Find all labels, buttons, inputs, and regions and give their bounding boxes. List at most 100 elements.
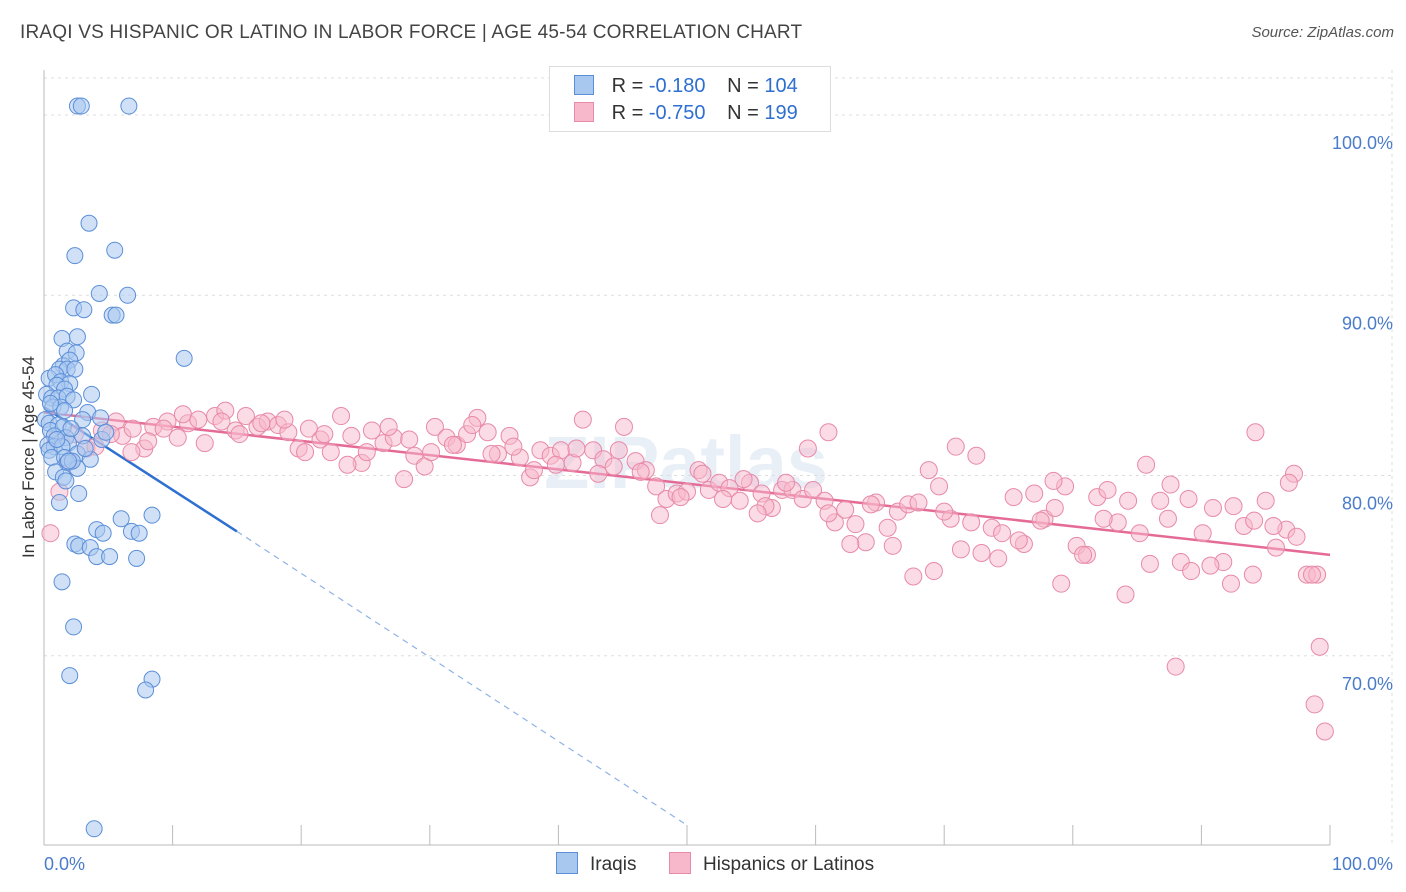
legend-row-iraqis: R = -0.180 N = 104	[574, 75, 798, 101]
hispanics-point	[123, 419, 142, 438]
iraqis-point	[65, 618, 83, 636]
hispanics-point	[946, 437, 965, 456]
hispanics-point	[1245, 511, 1264, 530]
hispanics-point	[1221, 574, 1240, 593]
iraqis-point	[85, 820, 103, 838]
iraqis-point	[112, 510, 130, 528]
hispanics-point	[236, 407, 255, 426]
r-label: R =	[611, 102, 644, 124]
hispanics-point	[841, 535, 860, 554]
hispanics-point	[212, 412, 231, 431]
hispanics-point	[1074, 545, 1093, 564]
iraqis-point	[107, 306, 125, 324]
hispanics-point	[777, 473, 796, 492]
hispanics-point	[846, 515, 865, 534]
iraqis-point	[62, 420, 80, 438]
hispanics-point	[1266, 538, 1285, 557]
legend-row-hispanics: R = -0.750 N = 199	[574, 102, 798, 128]
iraqis-point	[70, 485, 88, 503]
hispanics-point	[1193, 524, 1212, 543]
tick-labels: 70.0% 80.0% 90.0% 100.0% 0.0% 100.0%	[44, 133, 1393, 874]
hispanics-point	[41, 524, 60, 543]
n-label: N =	[727, 102, 759, 124]
iraqis-point	[61, 667, 79, 685]
hispanics-point	[748, 504, 767, 523]
y-tick-label: 80.0%	[1342, 494, 1393, 514]
hispanics-point	[478, 423, 497, 442]
hispanics-point	[168, 428, 187, 447]
hispanics-point	[919, 461, 938, 480]
hispanics-point	[1310, 637, 1329, 656]
hispanics-point	[819, 504, 838, 523]
hispanics-point	[1305, 695, 1324, 714]
hispanics-point	[252, 414, 271, 433]
hispanics-point	[338, 455, 357, 474]
hispanics-point	[122, 443, 141, 462]
hispanics-point	[315, 425, 334, 444]
iraqis-point	[53, 573, 71, 591]
hispanics-point	[650, 506, 669, 525]
hispanics-point	[1151, 491, 1170, 510]
hispanics-point	[714, 489, 733, 508]
iraqis-point	[94, 524, 112, 542]
iraqis-point	[59, 452, 77, 470]
hispanics-point	[671, 488, 690, 507]
iraqis-point	[119, 286, 137, 304]
iraqis-point	[92, 409, 110, 427]
iraqis-points	[36, 97, 193, 838]
iraqis-point	[175, 349, 193, 367]
iraqis-legend-label: Iraqis	[590, 854, 637, 875]
hispanics-point	[482, 444, 501, 463]
iraqis-point	[68, 328, 86, 346]
hispanics-point	[463, 416, 482, 435]
iraqis-point	[75, 301, 93, 319]
hispanics-points	[41, 401, 1334, 741]
hispanics-legend-swatch	[669, 852, 691, 874]
iraqis-point	[80, 214, 98, 232]
hispanics-point	[604, 457, 623, 476]
hispanics-point	[614, 417, 633, 436]
hispanics-point	[693, 464, 712, 483]
hispanics-point	[321, 443, 340, 462]
hispanics-point	[1166, 657, 1185, 676]
hispanics-point	[173, 405, 192, 424]
hispanics-point	[504, 437, 523, 456]
hispanics-point	[296, 443, 315, 462]
iraqis-r-value: -0.180	[648, 75, 706, 97]
hispanics-point	[275, 410, 294, 429]
hispanics-point	[878, 518, 897, 537]
hispanics-point	[357, 443, 376, 462]
hispanics-point	[1287, 527, 1306, 546]
hispanics-point	[1161, 475, 1180, 494]
hispanics-point	[1182, 562, 1201, 581]
hispanics-point	[1119, 491, 1138, 510]
hispanics-point	[1243, 565, 1262, 584]
hispanics-r-value: -0.750	[648, 102, 706, 124]
hispanics-point	[924, 562, 943, 581]
hispanics-point	[951, 540, 970, 559]
iraqis-point	[130, 524, 148, 542]
chart-title: IRAQI VS HISPANIC OR LATINO IN LABOR FOR…	[20, 22, 803, 43]
iraqis-point	[143, 506, 161, 524]
hispanics-point	[139, 432, 158, 451]
n-label: N =	[727, 75, 759, 97]
y-tick-label: 70.0%	[1342, 674, 1393, 694]
bottom-legend-hispanics: Hispanics or Latinos	[669, 852, 874, 876]
hispanics-point	[443, 435, 462, 454]
iraqis-trend-dashed	[236, 530, 688, 826]
hispanics-point	[589, 464, 608, 483]
hispanics-point	[546, 455, 565, 474]
hispanics-point	[1130, 524, 1149, 543]
hispanics-point	[904, 567, 923, 586]
hispanics-point	[930, 477, 949, 496]
hispanics-point	[230, 425, 249, 444]
hispanics-point	[967, 446, 986, 465]
hispanics-point	[1264, 516, 1283, 535]
hispanics-point	[332, 407, 351, 426]
hispanics-point	[798, 439, 817, 458]
hispanics-point	[804, 480, 823, 499]
hispanics-point	[567, 439, 586, 458]
iraqis-point	[57, 472, 75, 490]
hispanics-point	[425, 417, 444, 436]
hispanics-point	[861, 495, 880, 514]
